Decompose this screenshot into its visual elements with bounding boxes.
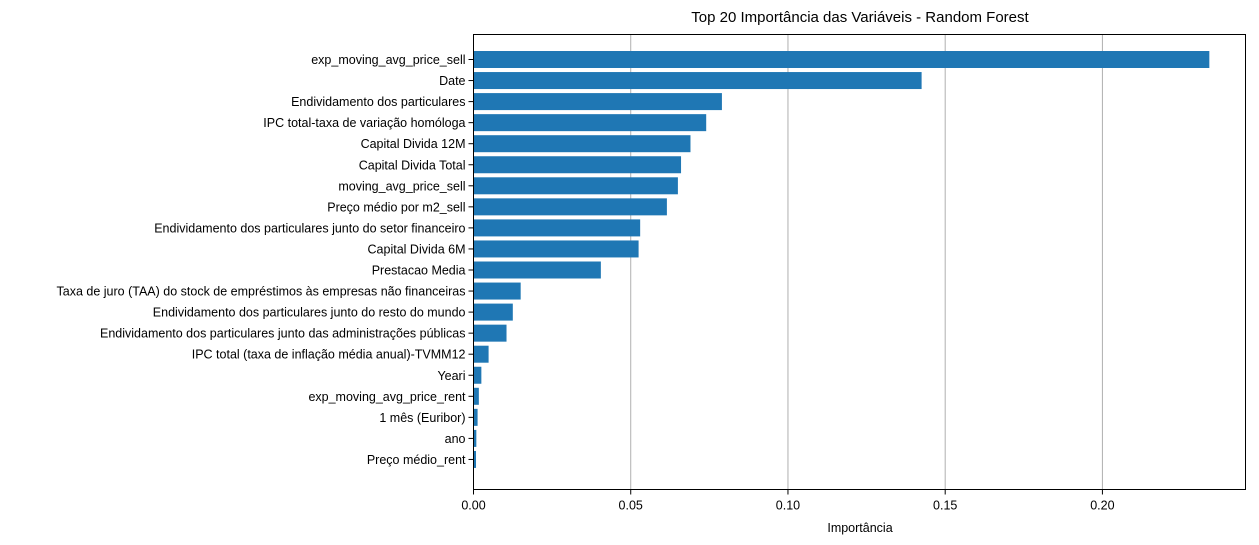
bar xyxy=(473,198,667,216)
y-tick-label: Endividamento dos particulares junto das… xyxy=(100,327,465,341)
bar xyxy=(473,387,479,405)
bar xyxy=(473,156,682,174)
bar xyxy=(473,219,641,237)
y-tick-label: Capital Divida 6M xyxy=(368,242,466,256)
y-tick-label: ano xyxy=(445,432,466,446)
chart-title: Top 20 Importância das Variáveis - Rando… xyxy=(691,9,1029,26)
bar xyxy=(473,72,922,90)
bar xyxy=(473,429,477,447)
x-ticks: 0.00 0.05 0.10 0.15 0.20 xyxy=(461,489,1115,513)
y-tick-label: exp_moving_avg_price_rent xyxy=(308,390,466,404)
x-tick-label: 0.00 xyxy=(461,499,485,513)
x-gridlines xyxy=(630,34,1103,490)
y-tick-label: moving_avg_price_sell xyxy=(338,179,465,193)
y-tick-label: Preço médio por m2_sell xyxy=(327,200,465,214)
x-tick-label: 0.15 xyxy=(933,499,957,513)
y-tick-label: Capital Divida Total xyxy=(359,158,466,172)
bar xyxy=(473,261,601,279)
y-tick-label: Endividamento dos particulares xyxy=(291,95,465,109)
y-tick-label: Capital Divida 12M xyxy=(361,137,466,151)
y-tick-label: exp_moving_avg_price_sell xyxy=(311,53,465,67)
y-tick-label: Yeari xyxy=(437,369,465,383)
bar xyxy=(473,324,507,342)
bar xyxy=(473,93,722,111)
bar xyxy=(473,282,521,300)
y-tick-label: Endividamento dos particulares junto do … xyxy=(154,221,465,235)
x-axis-label: Importância xyxy=(827,521,892,535)
y-tick-labels: exp_moving_avg_price_sell Date Endividamen… xyxy=(57,53,474,467)
plot-frame xyxy=(473,34,1246,490)
y-tick-label: Preço médio_rent xyxy=(367,453,466,467)
y-tick-label: 1 mês (Euribor) xyxy=(379,411,465,425)
bar xyxy=(473,408,478,426)
bars xyxy=(473,51,1210,468)
bar xyxy=(473,114,707,132)
bar xyxy=(473,177,678,195)
x-tick-label: 0.10 xyxy=(776,499,800,513)
x-tick-label: 0.05 xyxy=(619,499,643,513)
bar xyxy=(473,450,477,468)
y-tick-label: IPC total-taxa de variação homóloga xyxy=(263,116,465,130)
bar xyxy=(473,366,482,384)
y-tick-label: Prestacao Media xyxy=(372,264,466,278)
bar xyxy=(473,135,691,153)
bar xyxy=(473,303,513,321)
bar xyxy=(473,240,639,258)
y-tick-label: Date xyxy=(439,74,465,88)
x-tick-label: 0.20 xyxy=(1090,499,1114,513)
bar xyxy=(473,51,1210,68)
y-tick-label: IPC total (taxa de inflação média anual)… xyxy=(192,348,466,362)
y-tick-label: Endividamento dos particulares junto do … xyxy=(153,306,466,320)
bar xyxy=(473,345,489,363)
y-tick-label: Taxa de juro (TAA) do stock de empréstim… xyxy=(57,285,466,299)
